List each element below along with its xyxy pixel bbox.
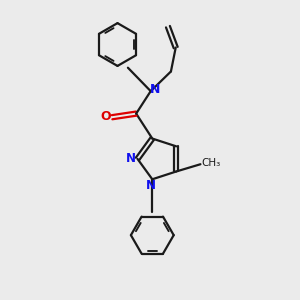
Text: N: N [126, 152, 136, 165]
Text: N: N [150, 83, 160, 96]
Text: O: O [100, 110, 111, 123]
Text: CH₃: CH₃ [201, 158, 220, 168]
Text: N: N [146, 179, 156, 192]
